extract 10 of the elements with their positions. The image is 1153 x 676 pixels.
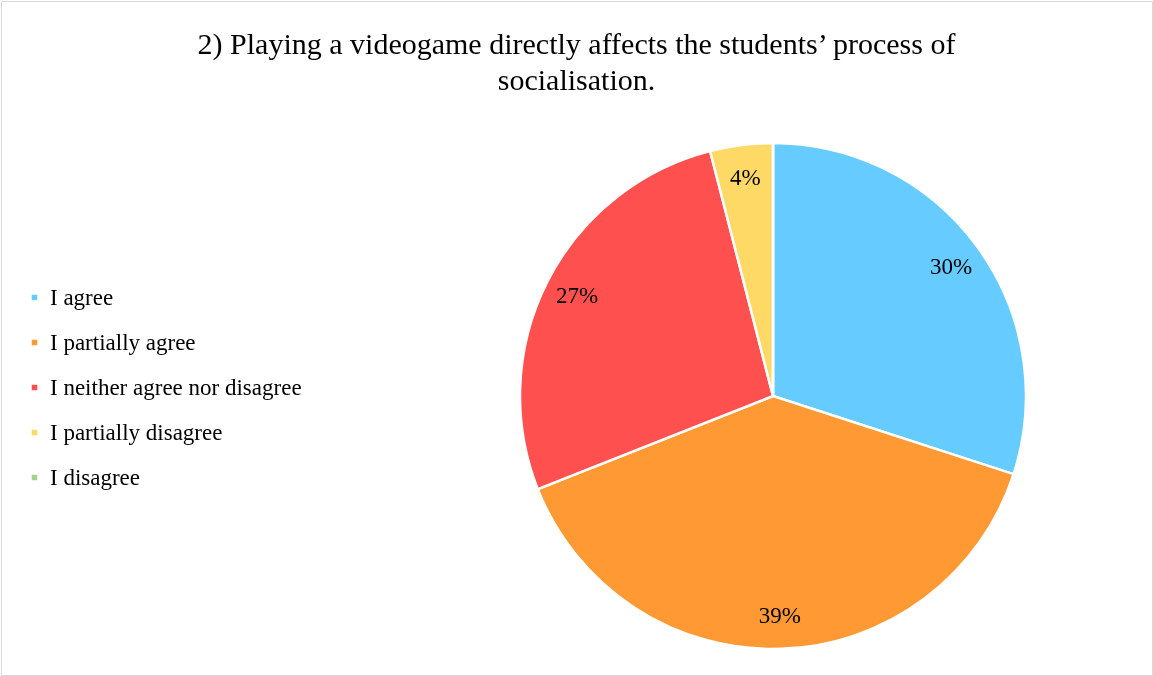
data-label: 39% bbox=[758, 602, 801, 628]
legend-label: I neither agree nor disagree bbox=[50, 374, 302, 400]
data-label: 30% bbox=[929, 253, 973, 279]
data-label: 4% bbox=[730, 164, 761, 190]
legend-label: I partially disagree bbox=[50, 419, 223, 445]
legend-label: I disagree bbox=[50, 464, 141, 490]
data-label: 27% bbox=[555, 283, 599, 309]
legend-label: I agree bbox=[50, 284, 114, 310]
chart-title: 2) Playing a videogame directly affects the students’ process of socialisation. bbox=[197, 27, 956, 96]
legend-label: I partially agree bbox=[50, 329, 196, 355]
